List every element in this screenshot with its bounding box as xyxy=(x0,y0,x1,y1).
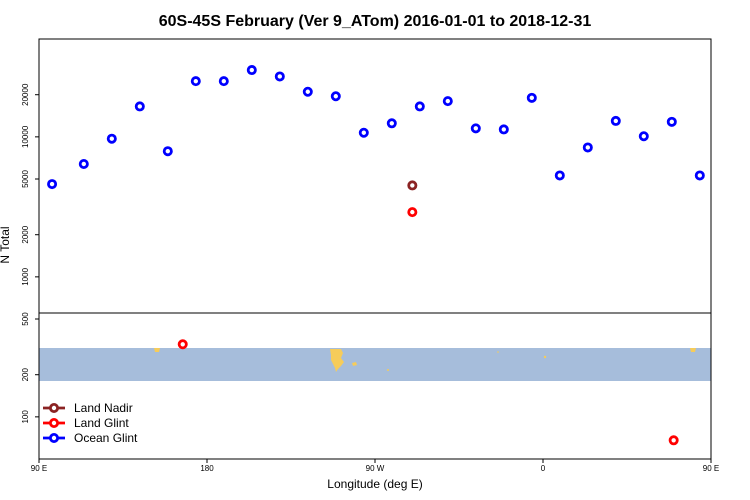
data-point xyxy=(47,179,58,190)
x-tick-label: 180 xyxy=(200,464,214,473)
data-point xyxy=(218,76,229,87)
x-tick-label: 90 W xyxy=(366,464,385,473)
data-point xyxy=(470,123,481,134)
x-tick-label: 90 E xyxy=(31,464,47,473)
bouvet-island xyxy=(497,351,499,353)
data-point xyxy=(414,101,425,112)
new-zealand-south-right xyxy=(690,348,696,352)
data-point xyxy=(302,86,313,97)
data-point xyxy=(407,180,418,191)
legend-label: Ocean Glint xyxy=(74,431,138,445)
data-point xyxy=(407,207,418,218)
falklands xyxy=(352,362,357,366)
south-georgia xyxy=(387,369,389,371)
data-point xyxy=(582,142,593,153)
ocean-band xyxy=(39,348,711,381)
y-axis-ticks: 100 200 500 1000 2000 5000 10000 20000 xyxy=(21,83,39,424)
data-point xyxy=(274,71,285,82)
x-axis-ticks: 90 E 180 90 W 0 90 E xyxy=(31,459,719,473)
data-point xyxy=(190,76,201,87)
data-points xyxy=(47,65,705,446)
kerguelen xyxy=(543,355,547,359)
x-tick-label: 0 xyxy=(541,464,546,473)
data-point xyxy=(554,170,565,181)
y-tick-label: 1000 xyxy=(21,267,30,285)
south-america-tip xyxy=(330,349,344,372)
map-inset xyxy=(39,348,711,381)
data-point xyxy=(330,91,341,102)
legend-marker xyxy=(49,402,60,413)
legend-label: Land Nadir xyxy=(74,401,133,415)
data-point xyxy=(246,65,257,76)
y-tick-label: 20000 xyxy=(21,83,30,106)
data-point xyxy=(498,124,509,135)
y-tick-label: 200 xyxy=(21,367,30,381)
data-point xyxy=(134,101,145,112)
data-point xyxy=(106,133,117,144)
x-tick-label: 90 E xyxy=(703,464,719,473)
data-point xyxy=(694,170,705,181)
legend-item: Ocean Glint xyxy=(43,431,138,445)
legend-item: Land Nadir xyxy=(43,401,133,415)
data-point xyxy=(526,92,537,103)
y-tick-label: 10000 xyxy=(21,125,30,148)
data-point xyxy=(638,131,649,142)
y-tick-label: 5000 xyxy=(21,170,30,188)
data-point xyxy=(78,158,89,169)
legend-marker xyxy=(49,417,60,428)
legend-label: Land Glint xyxy=(74,416,129,430)
new-zealand-south-left xyxy=(154,348,160,352)
chart-title: 60S-45S February (Ver 9_ATom) 2016-01-01… xyxy=(159,13,592,30)
data-point xyxy=(358,127,369,138)
data-point xyxy=(442,96,453,107)
data-point xyxy=(610,115,621,126)
legend-marker xyxy=(49,432,60,443)
y-tick-label: 100 xyxy=(21,410,30,424)
y-tick-label: 2000 xyxy=(21,225,30,243)
data-point xyxy=(162,146,173,157)
data-point xyxy=(177,339,188,350)
legend-item: Land Glint xyxy=(43,416,129,430)
y-tick-label: 500 xyxy=(21,312,30,326)
x-axis-label: Longitude (deg E) xyxy=(327,477,422,491)
data-point xyxy=(668,435,679,446)
data-point xyxy=(666,116,677,127)
data-point xyxy=(386,118,397,129)
land-masses xyxy=(154,348,696,372)
y-axis-label: N Total xyxy=(0,226,12,263)
